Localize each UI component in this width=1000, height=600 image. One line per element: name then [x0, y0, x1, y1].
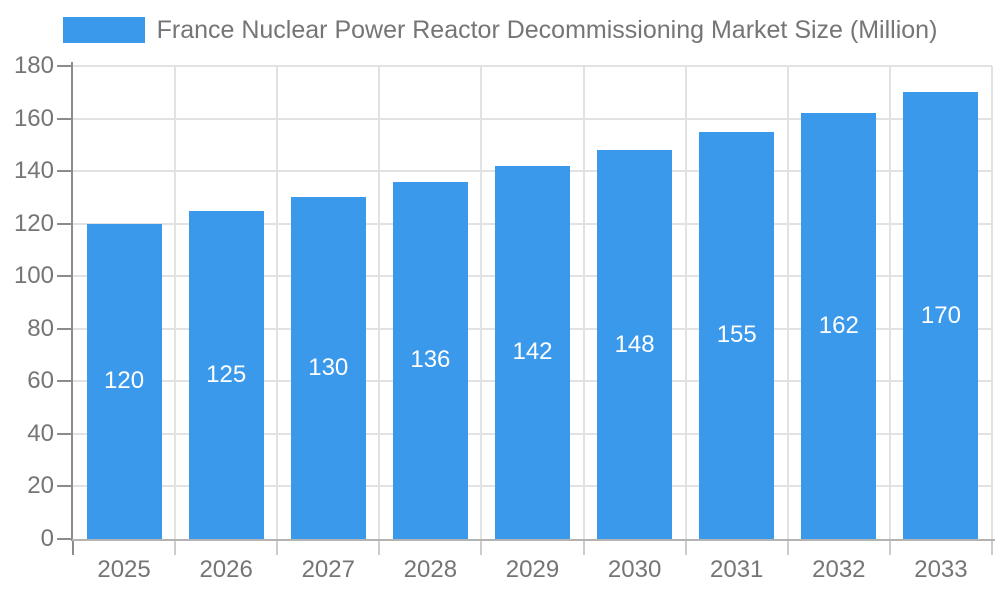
- x-axis-tick-label: 2025: [97, 556, 151, 583]
- x-axis-tick-label: 2029: [505, 556, 560, 583]
- v-gridline: [480, 66, 483, 539]
- v-gridline: [276, 66, 279, 539]
- bar-2026[interactable]: 125: [188, 210, 264, 539]
- y-axis-tick-label: 20: [27, 472, 54, 500]
- legend-swatch[interactable]: [62, 17, 145, 43]
- bar-2033[interactable]: 170: [903, 92, 979, 539]
- y-axis-tick: [57, 170, 73, 173]
- y-axis-tick-label: 0: [40, 525, 54, 552]
- bar-value-label: 130: [308, 354, 349, 382]
- y-axis-line: [71, 62, 73, 541]
- x-axis-tick-label: 2027: [301, 556, 355, 583]
- x-axis-tick: [582, 541, 585, 555]
- x-axis-tick: [174, 541, 177, 555]
- y-axis-tick: [57, 117, 73, 120]
- y-axis-tick: [57, 380, 73, 383]
- x-axis-tick: [888, 541, 891, 555]
- x-axis-tick-label: 2026: [199, 556, 253, 583]
- x-axis-tick: [480, 541, 483, 555]
- x-axis-tick: [72, 541, 74, 555]
- bar-2028[interactable]: 136: [392, 181, 468, 539]
- v-gridline: [888, 66, 891, 539]
- y-axis-tick-label: 100: [13, 262, 54, 290]
- bar-2031[interactable]: 155: [699, 131, 775, 539]
- bar-value-label: 155: [716, 321, 757, 349]
- bar-2025[interactable]: 120: [86, 223, 162, 539]
- x-axis-line: [72, 539, 995, 541]
- h-gridline: [73, 65, 992, 67]
- v-gridline: [786, 66, 789, 539]
- y-axis-tick-label: 120: [13, 209, 54, 237]
- bar-2032[interactable]: 162: [801, 113, 877, 539]
- y-axis-tick: [57, 275, 73, 278]
- x-axis-tick: [378, 541, 381, 555]
- y-axis-tick-label: 180: [13, 52, 54, 79]
- y-axis-tick: [57, 538, 73, 540]
- y-axis-tick-label: 80: [27, 314, 54, 342]
- x-axis-tick-label: 2032: [812, 556, 866, 583]
- x-axis-tick-label: 2031: [710, 556, 764, 583]
- y-axis-tick-label: 40: [27, 419, 54, 447]
- y-axis-tick: [57, 327, 73, 330]
- bar-2027[interactable]: 130: [290, 197, 366, 539]
- y-axis-tick: [57, 222, 73, 225]
- x-axis-tick: [991, 541, 993, 555]
- bar-value-label: 170: [920, 301, 961, 329]
- bar-value-label: 162: [818, 312, 859, 340]
- x-axis-tick: [786, 541, 789, 555]
- bar-value-label: 125: [206, 360, 247, 388]
- legend[interactable]: France Nuclear Power Reactor Decommissio…: [0, 16, 1000, 44]
- bar-value-label: 136: [410, 346, 451, 374]
- v-gridline: [991, 66, 993, 539]
- bar-2030[interactable]: 148: [597, 150, 673, 539]
- y-axis-tick: [57, 65, 73, 67]
- y-axis-tick-label: 160: [13, 104, 54, 132]
- v-gridline: [174, 66, 177, 539]
- v-gridline: [684, 66, 687, 539]
- h-gridline: [73, 117, 992, 120]
- v-gridline: [582, 66, 585, 539]
- x-axis-tick: [684, 541, 687, 555]
- y-axis-tick-label: 60: [27, 367, 54, 395]
- x-axis-tick: [276, 541, 279, 555]
- plot-area: 120 125 130 136 142 148 155 162 170: [73, 65, 993, 539]
- y-axis-tick-label: 140: [13, 157, 54, 185]
- bar-value-label: 142: [512, 338, 553, 366]
- y-axis-tick: [57, 432, 73, 435]
- bar-value-label: 120: [104, 367, 145, 395]
- v-gridline: [378, 66, 381, 539]
- bar-value-label: 148: [614, 330, 655, 358]
- x-axis-tick-label: 2028: [403, 556, 458, 583]
- y-axis-tick: [57, 485, 73, 488]
- bar-2029[interactable]: 142: [495, 165, 570, 539]
- x-axis-tick-label: 2030: [607, 556, 662, 583]
- chart-title: France Nuclear Power Reactor Decommissio…: [156, 16, 938, 44]
- x-axis-tick-label: 2033: [914, 556, 968, 583]
